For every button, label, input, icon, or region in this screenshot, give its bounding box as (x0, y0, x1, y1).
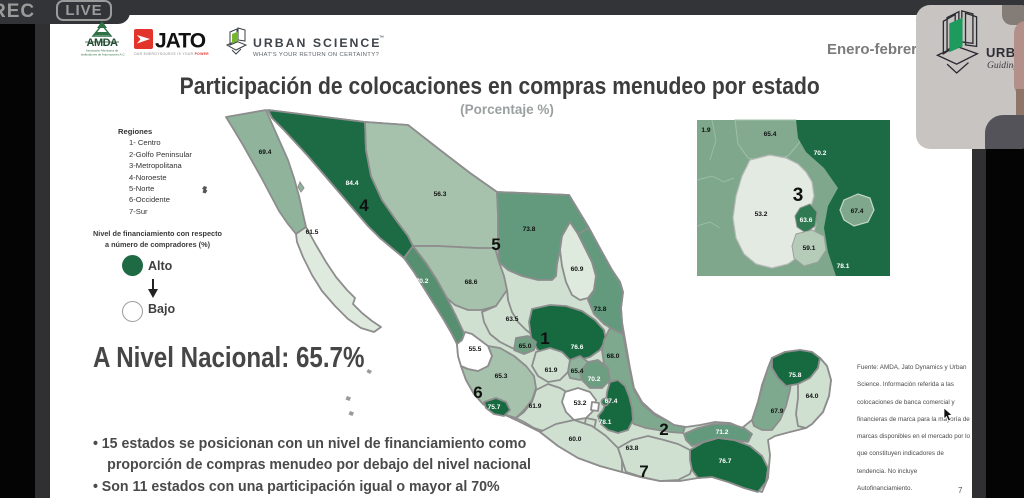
svg-text:2: 2 (659, 420, 668, 439)
svg-text:65.0: 65.0 (519, 343, 532, 350)
svg-text:70.2: 70.2 (814, 150, 827, 157)
svg-text:60.9: 60.9 (571, 266, 584, 273)
svg-text:1.9: 1.9 (701, 127, 710, 134)
svg-text:71.2: 71.2 (716, 429, 729, 436)
svg-text:65.4: 65.4 (764, 131, 777, 138)
svg-text:55.5: 55.5 (469, 346, 482, 353)
svg-text:63.6: 63.6 (800, 217, 813, 224)
svg-text:63.5: 63.5 (506, 316, 519, 323)
svg-text:53.2: 53.2 (574, 400, 587, 407)
svg-text:65.3: 65.3 (495, 373, 508, 380)
svg-text:76.7: 76.7 (719, 458, 732, 465)
svg-text:59.1: 59.1 (803, 245, 816, 252)
svg-text:61.5: 61.5 (306, 229, 319, 236)
svg-text:68.6: 68.6 (465, 279, 478, 286)
svg-text:JATO: JATO (155, 30, 206, 53)
svg-text:61.9: 61.9 (545, 367, 558, 374)
svg-text:64.0: 64.0 (806, 393, 819, 400)
svg-text:68.0: 68.0 (607, 353, 620, 360)
svg-text:URBAN SCIENCE: URBAN SCIENCE (253, 36, 381, 50)
svg-text:3: 3 (793, 185, 804, 206)
svg-text:67.9: 67.9 (771, 408, 784, 415)
svg-text:56.3: 56.3 (434, 191, 447, 198)
svg-text:70.2: 70.2 (416, 278, 429, 285)
svg-text:Asociación Mexicana de: Asociación Mexicana de (86, 49, 119, 53)
svg-text:76.6: 76.6 (571, 344, 584, 351)
svg-text:73.8: 73.8 (594, 306, 607, 313)
svg-text:61.9: 61.9 (529, 403, 542, 410)
svg-text:WHAT'S YOUR RETURN ON CERTAINT: WHAT'S YOUR RETURN ON CERTAINTY? (253, 52, 379, 58)
svg-text:67.4: 67.4 (605, 398, 618, 405)
svg-text:OUR ENERGYSOURCE IS YOUR POWER: OUR ENERGYSOURCE IS YOUR POWER (134, 52, 209, 56)
svg-text:70.2: 70.2 (588, 376, 601, 383)
svg-text:67.4: 67.4 (851, 208, 864, 215)
svg-text:53.2: 53.2 (755, 211, 768, 218)
svg-text:AMDA: AMDA (87, 37, 119, 49)
svg-text:75.8: 75.8 (789, 372, 802, 379)
svg-text:Distribuidores de Automotores: Distribuidores de Automotores A.C. (81, 53, 125, 57)
svg-text:65.4: 65.4 (571, 368, 584, 375)
svg-text:60.0: 60.0 (569, 436, 582, 443)
svg-text:™: ™ (379, 35, 384, 41)
svg-text:78.1: 78.1 (837, 263, 850, 270)
svg-text:63.8: 63.8 (626, 445, 639, 452)
svg-text:78.1: 78.1 (599, 419, 612, 426)
svg-text:84.4: 84.4 (346, 180, 359, 187)
svg-text:75.7: 75.7 (488, 404, 501, 411)
svg-text:4: 4 (359, 196, 369, 215)
svg-text:1: 1 (540, 329, 549, 348)
svg-text:73.8: 73.8 (523, 226, 536, 233)
svg-text:7: 7 (639, 462, 648, 481)
svg-text:69.4: 69.4 (259, 149, 272, 156)
svg-text:5: 5 (491, 235, 500, 254)
svg-text:6: 6 (473, 383, 482, 402)
